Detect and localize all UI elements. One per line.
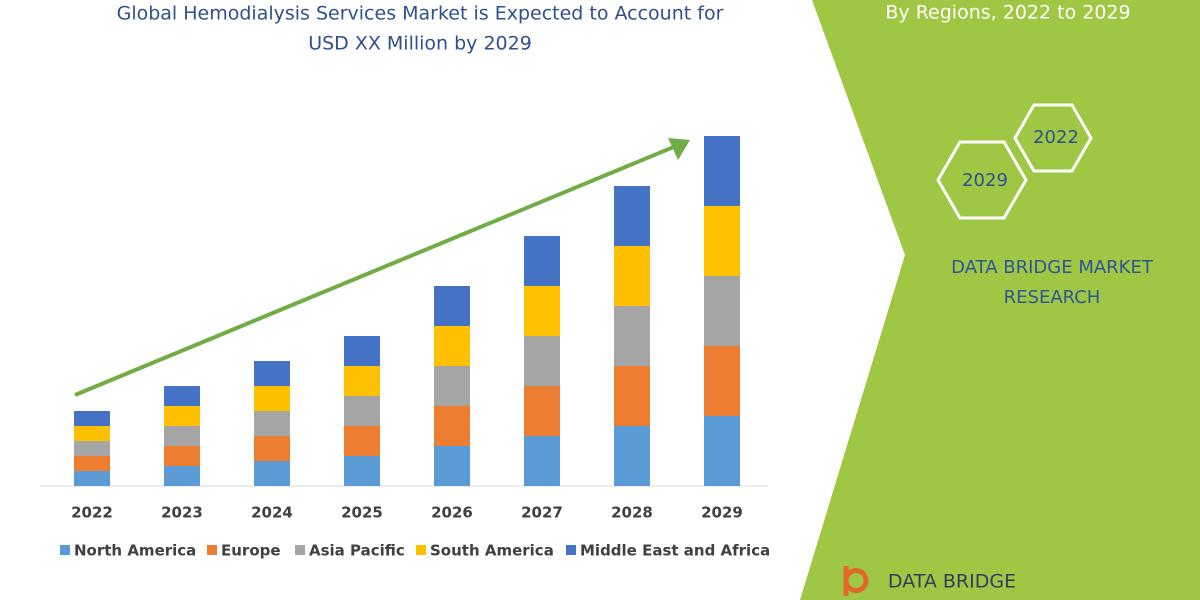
- bar-segment: [254, 386, 290, 411]
- x-tick-label: 2027: [521, 504, 563, 522]
- bar-segment: [614, 366, 650, 426]
- bar-segment: [164, 446, 200, 466]
- brand-text: DATA BRIDGE MARKET: [951, 257, 1154, 278]
- bar-segment: [254, 411, 290, 436]
- hexagon: [936, 140, 1028, 220]
- bar-segment: [344, 396, 380, 426]
- bar-segment: [524, 286, 560, 336]
- x-tick-label: 2022: [71, 504, 113, 522]
- x-tick-label: 2028: [611, 504, 653, 522]
- bar-segment: [74, 456, 110, 471]
- bar-segment: [614, 306, 650, 366]
- bar-segment: [164, 386, 200, 406]
- chart-title: Global Hemodialysis Services Market is E…: [117, 3, 724, 25]
- bar-segment: [74, 471, 110, 486]
- x-tick-label: 2026: [431, 504, 473, 522]
- x-tick-label: 2029: [701, 504, 743, 522]
- legend-swatch: [295, 545, 305, 555]
- bar-segment: [524, 386, 560, 436]
- bar-segment: [704, 276, 740, 346]
- legend-label: South America: [430, 542, 554, 560]
- bar-segment: [74, 426, 110, 441]
- bar-segment: [254, 436, 290, 461]
- bar-segment: [254, 461, 290, 486]
- bar-segment: [254, 361, 290, 386]
- arrow-head: [668, 138, 690, 160]
- side-panel: [800, 0, 1200, 600]
- x-tick-label: 2025: [341, 504, 383, 522]
- bar-segment: [524, 436, 560, 486]
- bar-segment: [164, 426, 200, 446]
- legend-swatch: [60, 545, 70, 555]
- bar-segment: [344, 336, 380, 366]
- bar-segment: [164, 406, 200, 426]
- x-tick-label: 2023: [161, 504, 203, 522]
- legend-label: Europe: [221, 542, 281, 560]
- legend-swatch: [566, 545, 576, 555]
- bar-segment: [434, 326, 470, 366]
- bar-segment: [434, 446, 470, 486]
- bar-segment: [704, 346, 740, 416]
- bar-segment: [704, 136, 740, 206]
- bar-segment: [614, 246, 650, 306]
- logo-text: DATA BRIDGE: [888, 571, 1016, 593]
- bar-segment: [74, 411, 110, 426]
- legend-swatch: [416, 545, 426, 555]
- bar-segment: [164, 466, 200, 486]
- bar-segment: [614, 426, 650, 486]
- bar-segment: [614, 186, 650, 246]
- bar-segment: [704, 416, 740, 486]
- legend-swatch: [207, 545, 217, 555]
- hex-label: 2029: [962, 170, 1008, 191]
- bar-segment: [434, 286, 470, 326]
- x-tick-label: 2024: [251, 504, 293, 522]
- trend-arrow: [74, 144, 677, 397]
- bar-segment: [704, 206, 740, 276]
- bar-segment: [344, 366, 380, 396]
- bar-segment: [524, 336, 560, 386]
- hexagon: [1013, 103, 1093, 173]
- bar-segment: [524, 236, 560, 286]
- bar-segment: [344, 456, 380, 486]
- chart-title: USD XX Million by 2029: [308, 33, 532, 55]
- brand-text: RESEARCH: [1004, 287, 1101, 308]
- logo-mark: [843, 566, 869, 596]
- bar-segment: [434, 366, 470, 406]
- legend-label: North America: [74, 542, 196, 560]
- bar-segment: [74, 441, 110, 456]
- hex-label: 2022: [1033, 127, 1079, 148]
- panel-heading: By Regions, 2022 to 2029: [885, 2, 1130, 24]
- legend-label: Asia Pacific: [309, 542, 405, 560]
- bar-segment: [434, 406, 470, 446]
- legend-label: Middle East and Africa: [580, 542, 770, 560]
- bar-segment: [344, 426, 380, 456]
